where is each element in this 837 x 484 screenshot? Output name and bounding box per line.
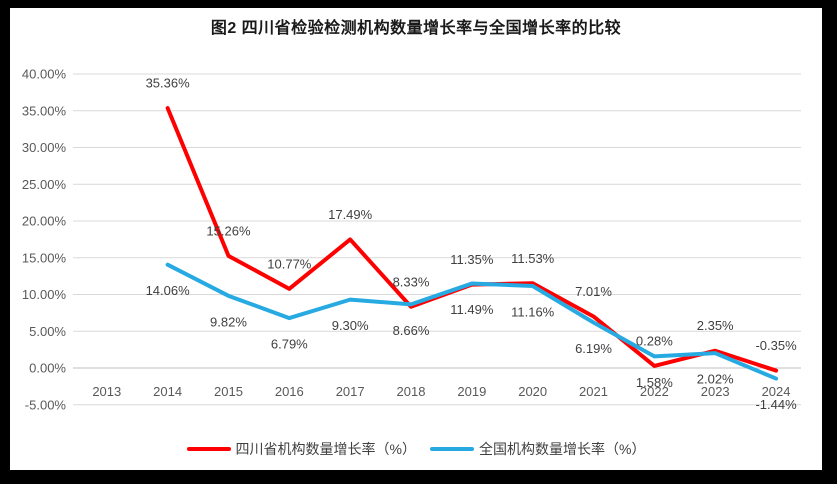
data-label: -1.44% (755, 397, 797, 412)
data-label: 6.79% (271, 337, 308, 352)
x-axis-label: 2014 (153, 384, 182, 399)
data-label: 35.36% (146, 76, 191, 91)
x-axis-label: 2017 (336, 384, 365, 399)
y-axis-tick-label: 5.00% (29, 324, 66, 339)
legend-item-sichuan: 四川省机构数量增长率（%） (186, 439, 416, 459)
data-label: 6.19% (575, 341, 612, 356)
x-axis-label: 2023 (701, 384, 730, 399)
y-axis-tick-label: 15.00% (22, 250, 67, 265)
data-label: 0.28% (636, 333, 673, 348)
x-axis-label: 2016 (275, 384, 304, 399)
data-label: 9.30% (332, 318, 369, 333)
data-label: 1.58% (636, 375, 673, 390)
x-axis-label: 2024 (762, 384, 791, 399)
data-label: 10.77% (267, 256, 312, 271)
data-label: 7.01% (575, 284, 612, 299)
x-axis-label: 2018 (397, 384, 426, 399)
y-axis-tick-label: -5.00% (25, 397, 67, 412)
y-axis-tick-label: 25.00% (22, 177, 67, 192)
data-label: 14.06% (146, 283, 191, 298)
legend-item-national: 全国机构数量增长率（%） (430, 439, 645, 459)
data-label: -0.35% (755, 338, 797, 353)
data-label: 8.33% (393, 274, 430, 289)
y-axis-tick-label: 40.00% (22, 67, 67, 82)
y-axis-tick-label: 0.00% (29, 361, 66, 376)
x-axis-label: 2022 (640, 384, 669, 399)
chart-canvas (10, 8, 822, 470)
data-label: 11.49% (450, 302, 494, 317)
data-label: 17.49% (328, 207, 373, 222)
legend-label-national: 全国机构数量增长率（%） (479, 441, 646, 457)
legend-swatch-national-line (430, 447, 474, 451)
y-axis-tick-label: 30.00% (22, 140, 67, 155)
y-axis-tick-label: 35.00% (22, 103, 67, 118)
data-label: 15.26% (206, 223, 251, 238)
chart-legend: 四川省机构数量增长率（%） 全国机构数量增长率（%） (10, 439, 822, 459)
x-axis-label: 2020 (518, 384, 547, 399)
y-axis-tick-label: 10.00% (22, 287, 67, 302)
data-label: 11.16% (511, 304, 555, 319)
x-axis-label: 2019 (457, 384, 486, 399)
y-axis-tick-label: 20.00% (22, 214, 67, 229)
legend-swatch-sichuan-line (186, 447, 231, 451)
series-line-national (165, 262, 779, 381)
data-label: 8.66% (393, 323, 430, 338)
data-label: 2.35% (697, 318, 734, 333)
x-axis-label: 2021 (579, 384, 608, 399)
chart-title: 图2 四川省检验检测机构数量增长率与全国增长率的比较 (210, 20, 622, 37)
data-label: 11.35% (450, 252, 494, 267)
data-label: 2.02% (697, 372, 734, 387)
data-label: 9.82% (210, 314, 247, 329)
x-axis-label: 2015 (214, 384, 243, 399)
legend-label-sichuan: 四川省机构数量增长率（%） (235, 441, 416, 457)
data-label: 11.53% (511, 251, 555, 266)
x-axis-label: 2013 (92, 384, 121, 399)
